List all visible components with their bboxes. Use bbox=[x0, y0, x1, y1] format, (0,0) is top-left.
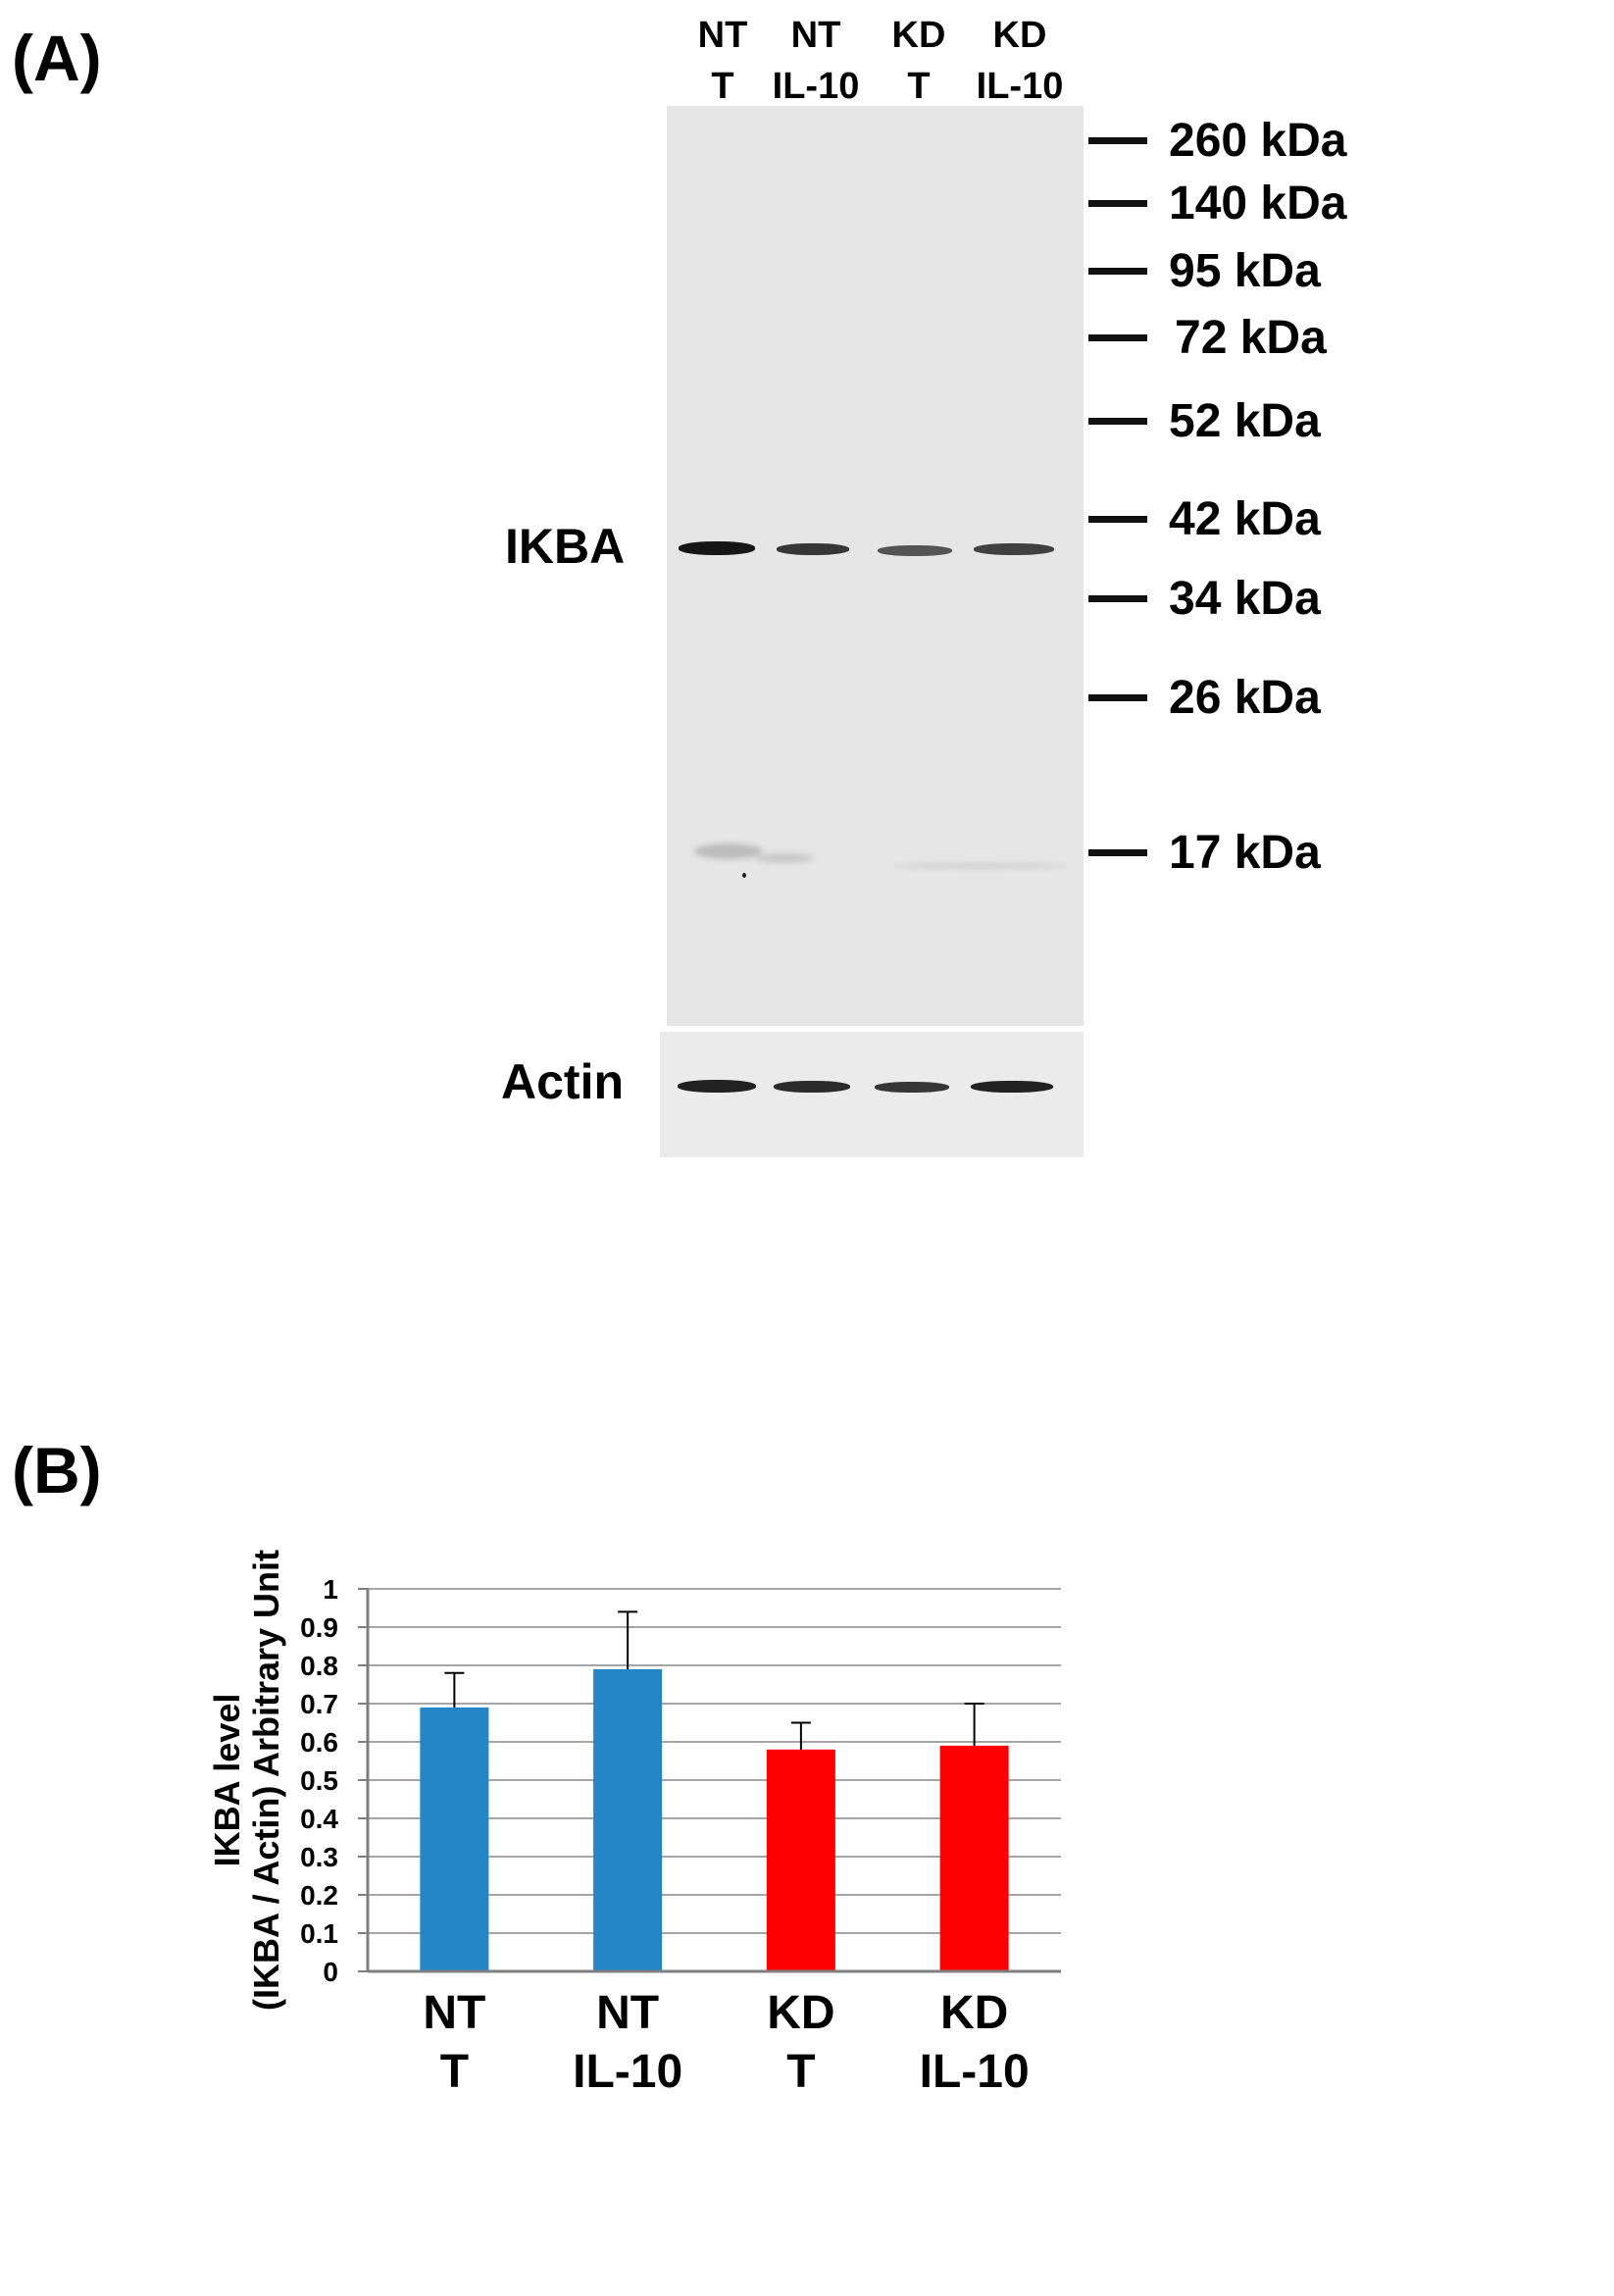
error-bars bbox=[444, 1610, 984, 1750]
actin-band-kd-t bbox=[875, 1082, 949, 1093]
blot-speck bbox=[742, 873, 746, 878]
marker-72: 72 kDa bbox=[1088, 312, 1383, 364]
panel-a-label: (A) bbox=[12, 22, 102, 94]
lane-header-kd-il10: KD IL-10 bbox=[966, 10, 1074, 112]
y-tick-label: 0.7 bbox=[300, 1689, 338, 1719]
marker-label: 34 kDa bbox=[1169, 573, 1321, 625]
y-tick-label: 1 bbox=[323, 1574, 338, 1605]
panel-b-label: (B) bbox=[12, 1434, 102, 1506]
marker-tick bbox=[1088, 516, 1147, 523]
marker-label: 42 kDa bbox=[1169, 493, 1321, 545]
x-tick-label-line1: NT bbox=[423, 1987, 485, 2039]
marker-label: 140 kDa bbox=[1169, 178, 1347, 230]
x-tick-label-line2: T bbox=[786, 2046, 815, 2098]
y-tick-label: 0.5 bbox=[300, 1765, 338, 1796]
y-tick-label: 0.8 bbox=[300, 1651, 338, 1681]
marker-label: 17 kDa bbox=[1169, 827, 1321, 879]
faint-band-smear bbox=[892, 863, 1069, 869]
lane-header-kd-t: KD T bbox=[865, 10, 973, 112]
bar-3 bbox=[939, 1745, 1009, 1971]
marker-label: 72 kDa bbox=[1175, 312, 1327, 364]
marker-42: 42 kDa bbox=[1088, 493, 1383, 545]
marker-tick bbox=[1088, 694, 1147, 701]
y-axis-label-line2: (IKBA / Actin) Arbitrary Unit bbox=[246, 1550, 286, 2011]
marker-26: 26 kDa bbox=[1088, 672, 1383, 724]
lane-header-line1: NT bbox=[697, 15, 748, 56]
ikba-row-label: IKBA bbox=[505, 519, 626, 574]
y-tick-label: 0.9 bbox=[300, 1612, 338, 1643]
x-tick-labels: NT T NT IL-10 KD T KD IL-10 bbox=[423, 1987, 1029, 2098]
ikba-band-nt-t bbox=[679, 541, 755, 555]
marker-label: 26 kDa bbox=[1169, 672, 1321, 724]
ikba-band-kd-t bbox=[878, 545, 952, 556]
marker-34: 34 kDa bbox=[1088, 573, 1383, 625]
marker-label: 260 kDa bbox=[1169, 115, 1347, 167]
bar-2 bbox=[766, 1749, 835, 1971]
actin-blot-membrane bbox=[660, 1032, 1084, 1157]
marker-52: 52 kDa bbox=[1088, 395, 1383, 447]
lane-header-line2: IL-10 bbox=[772, 66, 860, 107]
x-tick-label-line2: T bbox=[440, 2046, 469, 2098]
actin-band-nt-il10 bbox=[774, 1081, 850, 1093]
y-tick-label: 0.2 bbox=[300, 1880, 338, 1911]
ikba-blot-membrane bbox=[667, 106, 1084, 1026]
marker-95: 95 kDa bbox=[1088, 245, 1383, 297]
marker-260: 260 kDa bbox=[1088, 115, 1383, 167]
marker-tick bbox=[1088, 418, 1147, 425]
marker-17: 17 kDa bbox=[1088, 827, 1383, 879]
lane-header-line2: IL-10 bbox=[976, 66, 1064, 107]
faint-band-smear bbox=[694, 843, 763, 859]
actin-row-label: Actin bbox=[501, 1054, 624, 1109]
marker-label: 95 kDa bbox=[1169, 245, 1321, 297]
actin-band-kd-il10 bbox=[971, 1081, 1053, 1093]
ikba-band-nt-il10 bbox=[777, 543, 849, 555]
lane-header-line2: T bbox=[711, 66, 734, 107]
marker-140: 140 kDa bbox=[1088, 178, 1383, 230]
bars bbox=[420, 1668, 1009, 1971]
y-axis-label-line1: IKBA level bbox=[207, 1694, 247, 1867]
marker-tick bbox=[1088, 200, 1147, 207]
lane-header-nt-il10: NT IL-10 bbox=[762, 10, 870, 112]
y-tick-labels: 0 0.1 0.2 0.3 0.4 0.5 0.6 0.7 0.8 0.9 1 bbox=[300, 1574, 338, 1987]
ikba-band-kd-il10 bbox=[974, 543, 1054, 555]
lane-header-line2: T bbox=[907, 66, 931, 107]
x-tick-label-line1: NT bbox=[596, 1987, 659, 2039]
marker-tick bbox=[1088, 137, 1147, 144]
lane-header-nt-t: NT T bbox=[669, 10, 777, 112]
marker-tick bbox=[1088, 595, 1147, 602]
marker-tick bbox=[1088, 849, 1147, 856]
marker-tick bbox=[1088, 334, 1147, 341]
lane-header-line1: NT bbox=[790, 15, 841, 56]
x-tick-label-line2: IL-10 bbox=[573, 2046, 682, 2098]
x-tick-label-line1: KD bbox=[940, 1987, 1008, 2039]
y-tick-label: 0 bbox=[323, 1957, 338, 1987]
y-tick-label: 0.6 bbox=[300, 1727, 338, 1758]
x-tick-label-line2: IL-10 bbox=[920, 2046, 1030, 2098]
actin-band-nt-t bbox=[678, 1080, 756, 1093]
marker-label: 52 kDa bbox=[1169, 395, 1321, 447]
y-tick-label: 0.4 bbox=[300, 1804, 338, 1834]
bar-1 bbox=[593, 1668, 663, 1971]
y-tick-label: 0.1 bbox=[300, 1918, 338, 1949]
faint-band-smear bbox=[755, 853, 814, 863]
marker-tick bbox=[1088, 268, 1147, 275]
y-tick-label: 0.3 bbox=[300, 1842, 338, 1872]
lane-header-line1: KD bbox=[891, 15, 946, 56]
x-tick-label-line1: KD bbox=[767, 1987, 834, 2039]
bar-0 bbox=[420, 1707, 489, 1971]
lane-header-line1: KD bbox=[992, 15, 1047, 56]
ikba-bar-chart: 0 0.1 0.2 0.3 0.4 0.5 0.6 0.7 0.8 0.9 1 NT T NT IL-10… bbox=[207, 1550, 1061, 2098]
